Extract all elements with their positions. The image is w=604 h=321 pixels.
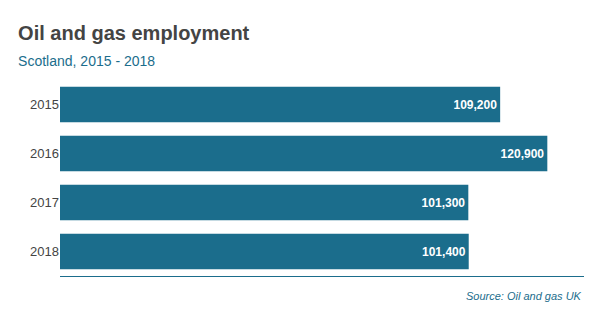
- svg-text:Oil and gas employment: Oil and gas employment: [18, 22, 250, 44]
- svg-text:2015: 2015: [30, 97, 59, 112]
- svg-text:2016: 2016: [30, 146, 59, 161]
- svg-text:109,200: 109,200: [453, 98, 497, 112]
- svg-text:Scotland, 2015 - 2018: Scotland, 2015 - 2018: [18, 53, 155, 69]
- svg-text:101,300: 101,300: [422, 196, 466, 210]
- svg-text:120,900: 120,900: [501, 147, 545, 161]
- svg-text:2018: 2018: [30, 244, 59, 259]
- svg-text:2017: 2017: [30, 195, 59, 210]
- svg-text:101,400: 101,400: [422, 245, 466, 259]
- svg-text:Source: Oil and gas UK: Source: Oil and gas UK: [466, 290, 582, 302]
